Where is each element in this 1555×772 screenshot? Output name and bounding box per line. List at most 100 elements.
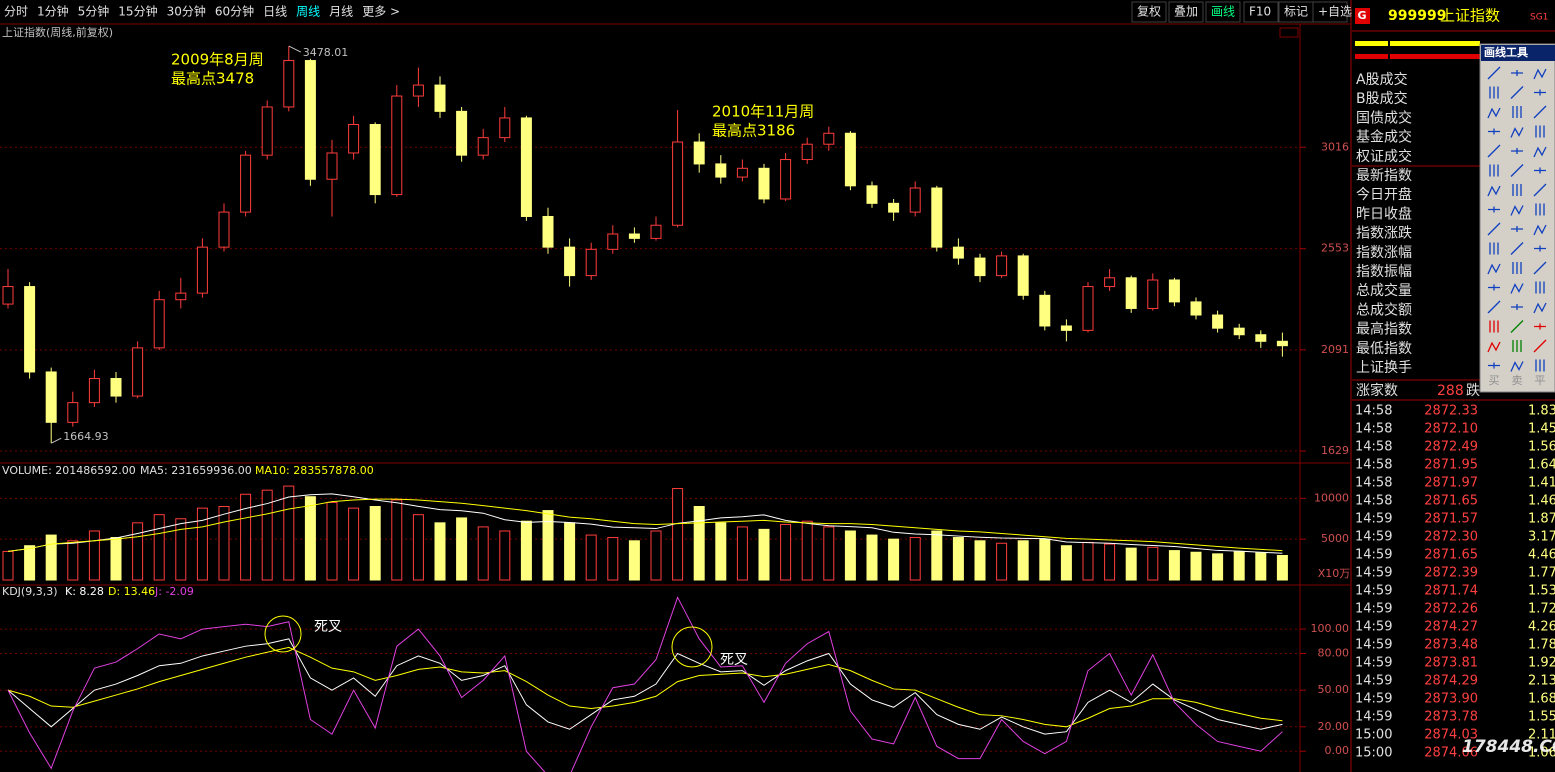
tick-time: 15:00 (1355, 728, 1392, 743)
volume-bar (542, 510, 554, 581)
toolbar-button[interactable] (1243, 1, 1279, 23)
tool-icon[interactable] (1512, 184, 1522, 196)
tool-icon[interactable] (1512, 262, 1522, 274)
tool-icon[interactable] (1535, 203, 1545, 216)
tool-icon[interactable] (1511, 226, 1523, 232)
tool-icon[interactable] (1535, 125, 1545, 138)
tool-icon[interactable] (1534, 323, 1546, 330)
tick-time: 14:59 (1355, 710, 1392, 725)
tool-icon[interactable] (1487, 341, 1501, 353)
tool-icon[interactable] (1533, 261, 1547, 275)
tool-icon[interactable] (1510, 283, 1524, 294)
candle-body (153, 299, 165, 349)
tool-icon[interactable] (1488, 362, 1500, 369)
candle-body (1060, 325, 1072, 331)
bar-graphic (1390, 41, 1480, 46)
period-tab[interactable]: 30分钟 (167, 4, 206, 19)
tool-icon[interactable] (1533, 105, 1547, 119)
candle-body (1104, 277, 1116, 288)
tool-icon[interactable] (1488, 128, 1500, 135)
palette-titlebar (1481, 45, 1555, 61)
toolbar-button-label[interactable]: +自选 (1318, 5, 1352, 19)
tool-icon[interactable] (1487, 185, 1501, 197)
period-tab[interactable]: 日线 (263, 5, 287, 19)
tool-icon[interactable] (1489, 242, 1499, 255)
tick-time: 14:58 (1355, 476, 1392, 491)
tool-icon[interactable] (1535, 281, 1545, 294)
tool-icon[interactable] (1489, 164, 1499, 177)
volume-bar (434, 522, 446, 581)
tick-volume: 2.11 (1528, 728, 1555, 743)
tool-icon[interactable] (1533, 68, 1547, 80)
candle-body (628, 233, 640, 239)
y-tick-label: 20.00 (1318, 720, 1350, 733)
period-tab[interactable]: 5分钟 (78, 4, 110, 19)
tool-icon[interactable] (1511, 304, 1523, 310)
toolbar-button-label[interactable]: F10 (1249, 5, 1271, 19)
tool-icon[interactable] (1488, 206, 1500, 213)
tool-icon[interactable] (1510, 242, 1524, 255)
toolbar-button[interactable] (1131, 1, 1167, 23)
tool-icon[interactable] (1511, 70, 1523, 76)
indicator-line (7, 596, 1283, 772)
tool-icon[interactable] (1533, 224, 1547, 236)
tool-icon[interactable] (1489, 320, 1499, 333)
tool-icon[interactable] (1533, 302, 1547, 314)
tool-icon[interactable] (1533, 146, 1547, 158)
tool-icon[interactable] (1535, 359, 1545, 372)
period-tab[interactable]: 更多 > (362, 5, 400, 19)
tool-icon[interactable] (1510, 164, 1524, 177)
tool-icon[interactable] (1534, 245, 1546, 252)
tool-icon[interactable] (1487, 222, 1501, 236)
tool-icon[interactable] (1512, 340, 1522, 352)
tool-icon[interactable] (1510, 320, 1524, 333)
window-control[interactable] (1279, 27, 1299, 38)
tick-volume: 4.46 (1528, 548, 1555, 563)
tool-icon[interactable] (1512, 106, 1522, 118)
toolbar-button[interactable] (1168, 1, 1204, 23)
period-tab[interactable]: 15分钟 (118, 4, 157, 19)
toolbar-button-label[interactable]: 复权 (1137, 5, 1161, 19)
tool-icon[interactable] (1534, 89, 1546, 96)
trade-button[interactable]: 买 (1489, 374, 1500, 387)
tick-volume: 4.26 (1528, 620, 1555, 635)
tool-icon[interactable] (1487, 300, 1501, 314)
tool-icon[interactable] (1487, 66, 1501, 80)
quote-tag: SG1 (1530, 13, 1548, 23)
period-tab[interactable]: 1分钟 (37, 4, 69, 19)
tool-icon[interactable] (1510, 127, 1524, 138)
period-tab[interactable]: 60分钟 (215, 4, 254, 19)
tool-icon[interactable] (1510, 361, 1524, 372)
tool-icon[interactable] (1510, 205, 1524, 216)
volume-bar (585, 534, 597, 581)
tool-icon[interactable] (1533, 183, 1547, 197)
toolbar-button[interactable] (1205, 1, 1241, 23)
toolbar-button-label[interactable]: 标记 (1284, 5, 1308, 19)
tool-icon[interactable] (1510, 86, 1524, 99)
candle-body (1190, 301, 1202, 316)
tool-icon[interactable] (1489, 86, 1499, 99)
tick-volume: 3.17 (1528, 530, 1555, 545)
tick-price: 2872.49 (1424, 440, 1478, 455)
trade-button[interactable]: 卖 (1512, 374, 1523, 387)
period-tab[interactable]: 月线 (329, 5, 353, 19)
candle-body (672, 141, 684, 226)
period-tab[interactable]: 周线 (296, 5, 320, 19)
trade-button[interactable]: 平 (1535, 374, 1546, 387)
indicator-line (7, 498, 1283, 552)
toolbar-button[interactable] (1312, 1, 1348, 23)
period-tab[interactable]: 分时 (4, 5, 28, 19)
tool-icon[interactable] (1534, 167, 1546, 174)
tool-icon[interactable] (1487, 107, 1501, 119)
toolbar-button-label[interactable]: 叠加 (1174, 5, 1198, 19)
candle-body (952, 246, 964, 259)
tool-icon[interactable] (1488, 284, 1500, 291)
tool-icon[interactable] (1533, 339, 1547, 353)
field-label: 国债成交 (1356, 109, 1412, 126)
candle-body (736, 167, 748, 178)
tool-icon[interactable] (1511, 148, 1523, 154)
tool-icon[interactable] (1487, 263, 1501, 275)
tool-icon[interactable] (1487, 144, 1501, 158)
tick-volume: 1.55 (1528, 710, 1555, 725)
toolbar-button-label[interactable]: 画线 (1211, 5, 1235, 19)
